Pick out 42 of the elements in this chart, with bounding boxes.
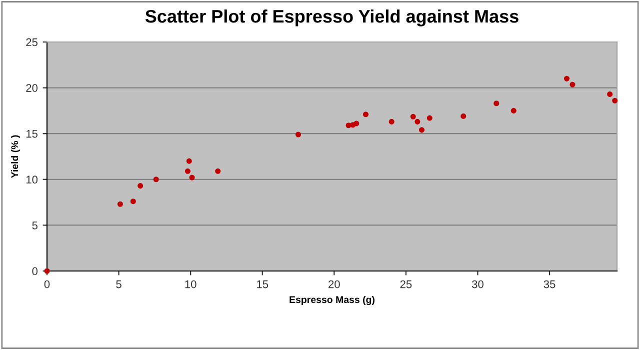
point: [494, 100, 500, 106]
y-tick-label: 15: [26, 130, 38, 138]
chart-title: Scatter Plot of Espresso Yield against Mass: [145, 9, 518, 26]
point: [189, 174, 195, 180]
point: [612, 98, 618, 104]
x-tick-label: 20: [328, 280, 340, 288]
point: [388, 118, 394, 124]
x-tick-label: 30: [472, 280, 484, 288]
point: [510, 108, 516, 114]
x-tick-label: 10: [185, 280, 196, 288]
y-tick-label: 0: [32, 267, 38, 276]
point: [418, 127, 425, 133]
point: [215, 168, 221, 174]
y-tick-label: 20: [26, 84, 38, 92]
y-axis-title: Yield (% ): [10, 135, 20, 178]
point: [460, 113, 466, 119]
x-tick-label: 15: [257, 280, 268, 288]
point: [570, 82, 576, 88]
point: [138, 183, 144, 189]
x-axis-title: Espresso Mass (g): [290, 296, 374, 306]
point: [130, 198, 136, 204]
point: [564, 76, 570, 82]
point: [414, 118, 420, 124]
point: [186, 158, 192, 164]
point: [354, 120, 360, 126]
x-tick-label: 0: [44, 280, 50, 288]
point: [44, 268, 50, 274]
point: [607, 91, 613, 97]
y-tick-label: 25: [26, 38, 38, 46]
point: [117, 201, 124, 207]
point: [410, 114, 416, 120]
y-tick-label: 5: [32, 222, 38, 230]
point: [346, 122, 352, 128]
x-tick-label: 5: [116, 280, 122, 288]
y-tick-label: 10: [26, 176, 38, 184]
x-tick-label: 25: [400, 280, 412, 288]
point: [153, 176, 159, 182]
x-tick-label: 35: [544, 280, 556, 288]
point: [295, 132, 302, 138]
point: [362, 112, 369, 118]
point: [426, 115, 432, 121]
point: [184, 168, 190, 174]
